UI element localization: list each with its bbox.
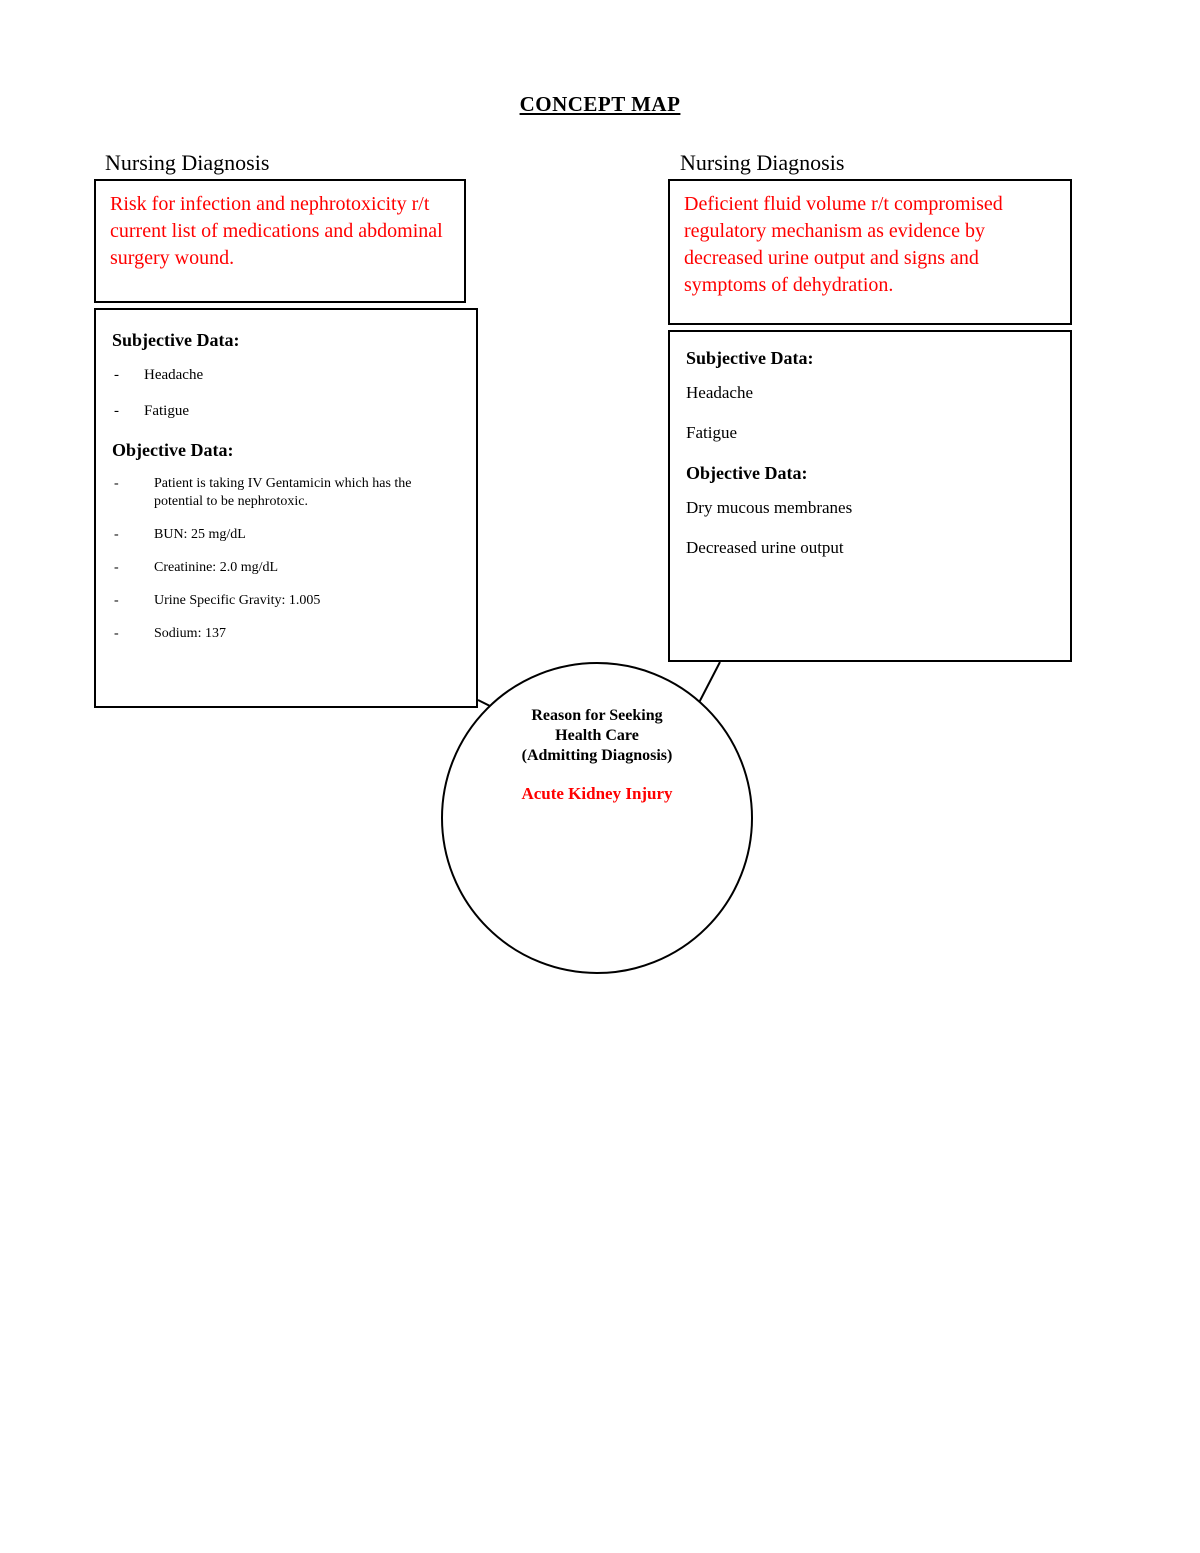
- circle-line1: Reason for Seeking: [531, 707, 662, 724]
- center-circle: Reason for Seeking Health Care (Admittin…: [441, 662, 753, 974]
- list-item: Urine Specific Gravity: 1.005: [112, 592, 460, 611]
- left-data-box: Subjective Data: Headache Fatigue Object…: [94, 308, 478, 708]
- circle-heading: Reason for Seeking Health Care (Admittin…: [477, 706, 717, 766]
- circle-diagnosis: Acute Kidney Injury: [521, 784, 672, 804]
- right-diagnosis-text: Deficient fluid volume r/t compromised r…: [684, 193, 1003, 296]
- circle-line2: Health Care: [555, 727, 639, 744]
- list-item: Decreased urine output: [686, 538, 1054, 558]
- list-item: Fatigue: [686, 423, 1054, 443]
- list-item: Fatigue: [112, 401, 460, 421]
- left-objective-heading: Objective Data:: [112, 440, 460, 461]
- list-item: Headache: [112, 365, 460, 385]
- page-title: CONCEPT MAP: [0, 92, 1200, 117]
- right-diagnosis-box: Deficient fluid volume r/t compromised r…: [668, 179, 1072, 325]
- left-subjective-heading: Subjective Data:: [112, 330, 460, 351]
- list-item: Sodium: 137: [112, 625, 460, 644]
- right-header: Nursing Diagnosis: [680, 150, 844, 176]
- list-item: Headache: [686, 383, 1054, 403]
- list-item: Creatinine: 2.0 mg/dL: [112, 559, 460, 578]
- circle-line3: (Admitting Diagnosis): [522, 747, 673, 764]
- left-diagnosis-box: Risk for infection and nephrotoxicity r/…: [94, 179, 466, 303]
- concept-map-page: CONCEPT MAP Nursing Diagnosis Risk for i…: [0, 0, 1200, 1553]
- right-data-box: Subjective Data: Headache Fatigue Object…: [668, 330, 1072, 662]
- left-subjective-list: Headache Fatigue: [112, 365, 460, 422]
- right-objective-heading: Objective Data:: [686, 463, 1054, 484]
- left-header: Nursing Diagnosis: [105, 150, 269, 176]
- left-diagnosis-text: Risk for infection and nephrotoxicity r/…: [110, 193, 443, 269]
- list-item: Patient is taking IV Gentamicin which ha…: [112, 475, 460, 513]
- list-item: Dry mucous membranes: [686, 498, 1054, 518]
- left-objective-list: Patient is taking IV Gentamicin which ha…: [112, 475, 460, 644]
- list-item: BUN: 25 mg/dL: [112, 526, 460, 545]
- right-subjective-heading: Subjective Data:: [686, 348, 1054, 369]
